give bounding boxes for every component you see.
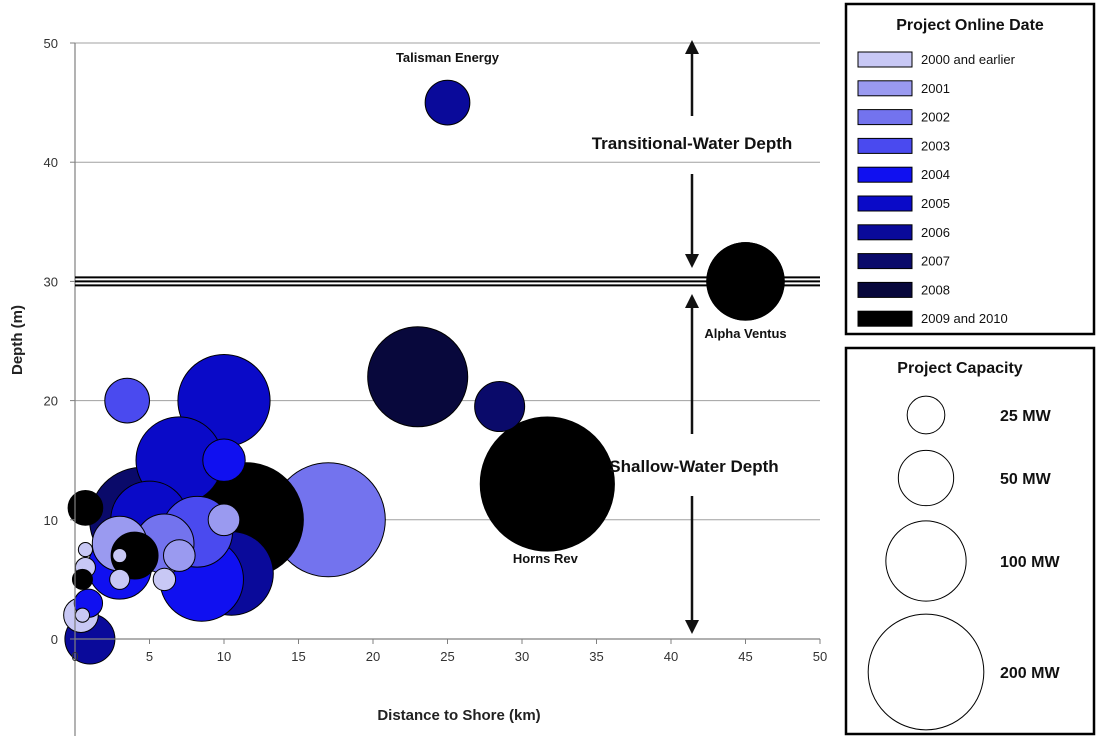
color-legend-label-7: 2007 (921, 254, 950, 269)
point-labels: Talisman Energy Alpha Ventus Horns Rev (396, 50, 787, 566)
size-legend: Project Capacity 25 MW 50 MW 100 MW 200 MW (844, 346, 1096, 736)
color-legend-swatch-1 (857, 80, 913, 97)
size-legend-label-1: 50 MW (1000, 471, 1052, 488)
color-legend-swatch-6 (857, 224, 913, 241)
bubble-23 (152, 567, 177, 592)
size-legend-label-3: 200 MW (1000, 665, 1060, 682)
bubble-3 (367, 326, 469, 428)
tick-labels: 0 5 10 15 20 25 30 35 40 45 50 0 10 20 30 40 50 (44, 36, 828, 664)
color-legend-label-9: 2009 and 2010 (921, 311, 1008, 326)
annotations: Transitional-Water Depth Shallow-Water D… (592, 40, 793, 634)
color-legend-label-6: 2006 (921, 225, 950, 240)
bubble-22 (162, 539, 196, 572)
color-legend-label-1: 2001 (921, 81, 950, 96)
size-legend-title: Project Capacity (897, 360, 1022, 377)
depth-boundary-lines (75, 242, 820, 321)
x-tick-label-6: 30 (515, 649, 529, 664)
y-tick-label-0: 0 (51, 632, 58, 647)
bubbles (63, 79, 785, 665)
shallow-water-label: Shallow-Water Depth (609, 457, 778, 476)
bubble-4 (474, 381, 526, 433)
bubble-28 (77, 542, 94, 558)
transitional-water-label: Transitional-Water Depth (592, 134, 793, 153)
y-tick-label-2: 20 (44, 394, 58, 409)
size-legend-label-0: 25 MW (1000, 408, 1052, 425)
transitional-arrow (685, 40, 699, 268)
bubble-25 (112, 547, 128, 564)
color-legend-label-2: 2002 (921, 110, 950, 125)
x-tick-label-7: 35 (589, 649, 603, 664)
point-label-2: Horns Rev (513, 551, 579, 566)
size-legend-label-2: 100 MW (1000, 554, 1060, 571)
x-tick-label-2: 10 (217, 649, 231, 664)
y-tick-label-1: 10 (44, 513, 58, 528)
bubble-0 (424, 79, 471, 126)
x-tick-label-0: 0 (71, 649, 78, 664)
y-tick-label-4: 40 (44, 155, 58, 170)
color-legend-swatch-2 (857, 109, 913, 126)
size-legend-circle-1 (897, 449, 955, 507)
bubble-21 (110, 531, 159, 580)
x-tick-label-4: 20 (366, 649, 380, 664)
bubble-26 (67, 490, 104, 526)
x-tick-label-3: 15 (291, 649, 305, 664)
color-legend-swatch-8 (857, 281, 913, 298)
color-legend-swatch-4 (857, 166, 913, 183)
color-legend-items: 2000 and earlier 2001 2002 2003 2004 2005 2006… (857, 51, 1016, 327)
bubble-alpha-ventus (706, 242, 785, 321)
color-legend: Project Online Date 2000 and earlier 2001… (844, 2, 1096, 336)
bubble-7 (104, 377, 151, 424)
color-legend-swatch-0 (857, 51, 913, 68)
x-tick-label-5: 25 (440, 649, 454, 664)
size-legend-circle-2 (885, 520, 967, 602)
y-tick-label-5: 50 (44, 36, 58, 51)
color-legend-swatch-9 (857, 310, 913, 327)
x-tick-label-9: 45 (738, 649, 752, 664)
color-legend-swatch-7 (857, 253, 913, 270)
plot-area: 0 5 10 15 20 25 30 35 40 45 50 0 10 20 30 40 50 Talisman… (44, 36, 828, 736)
color-legend-title: Project Online Date (896, 17, 1044, 34)
shallow-arrow (685, 294, 699, 634)
bubble-29 (71, 568, 93, 590)
size-legend-circle-3 (867, 613, 985, 731)
bubble-9 (202, 438, 246, 482)
x-tick-label-8: 40 (664, 649, 678, 664)
color-legend-label-3: 2003 (921, 138, 950, 153)
point-label-1: Alpha Ventus (704, 326, 786, 341)
x-tick-label-1: 5 (146, 649, 153, 664)
color-legend-label-4: 2004 (921, 167, 950, 182)
bubble-2 (479, 416, 615, 552)
bubble-24 (109, 568, 131, 590)
color-legend-swatch-3 (857, 137, 913, 154)
size-legend-items: 25 MW 50 MW 100 MW 200 MW (867, 395, 1060, 731)
x-axis-title: Distance to Shore (km) (377, 707, 540, 724)
point-label-0: Talisman Energy (396, 50, 500, 65)
bubble-18 (207, 503, 241, 537)
color-legend-label-5: 2005 (921, 196, 950, 211)
y-axis-title: Depth (m) (9, 305, 26, 375)
color-legend-swatch-5 (857, 195, 913, 212)
color-legend-label-8: 2008 (921, 282, 950, 297)
y-tick-label-3: 30 (44, 274, 58, 289)
size-legend-circle-0 (906, 395, 946, 435)
x-tick-label-10: 50 (813, 649, 827, 664)
bubble-32 (74, 607, 91, 623)
color-legend-label-0: 2000 and earlier (921, 52, 1016, 67)
